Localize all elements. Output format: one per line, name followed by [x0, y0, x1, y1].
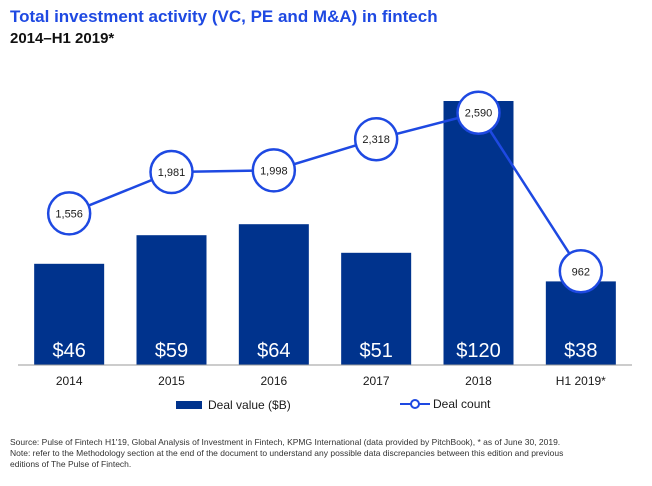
source-line-2: Note: refer to the Methodology section a… — [10, 448, 564, 458]
deal-count-label: 1,556 — [55, 208, 83, 220]
x-tick-label: 2015 — [158, 374, 185, 388]
source-line-1: Source: Pulse of Fintech H1'19, Global A… — [10, 437, 561, 447]
legend-label-deal-value: Deal value ($B) — [208, 398, 291, 412]
bar-value-label: $38 — [564, 340, 597, 362]
x-tick-label: H1 2019* — [556, 374, 606, 388]
legend-label-deal-count: Deal count — [433, 397, 491, 411]
x-tick-label: 2014 — [56, 374, 83, 388]
deal-count-point — [149, 149, 194, 195]
legend-item-deal-value: Deal value ($B) — [176, 398, 291, 412]
bar-2015 — [136, 235, 207, 365]
chart-subtitle: 2014–H1 2019* — [10, 30, 115, 47]
legend-item-deal-count: Deal count — [400, 397, 490, 411]
bar-2018 — [443, 101, 514, 365]
legend-line-swatch — [400, 399, 430, 409]
chart-area: $46 $59 $64 $51 $120 $38 2014 2015 2016 2017 2018… — [18, 90, 632, 388]
source-note: Source: Pulse of Fintech H1'19, Global A… — [10, 437, 642, 470]
x-tick-label: 2018 — [465, 374, 492, 388]
bar-value-label: $64 — [257, 340, 290, 362]
bar-value-label: $46 — [52, 340, 85, 362]
bar-2017 — [341, 252, 412, 365]
deal-count-label: 2,590 — [465, 108, 493, 120]
chart-title: Total investment activity (VC, PE and M&… — [10, 7, 438, 26]
x-tick-label: 2017 — [363, 374, 390, 388]
bar-2016 — [238, 224, 309, 365]
deal-count-point — [353, 116, 399, 162]
deal-count-label: 962 — [572, 266, 590, 278]
deal-count-point — [251, 148, 297, 193]
deal-count-label: 2,318 — [362, 134, 390, 146]
legend-bar-swatch — [176, 401, 202, 409]
deal-count-label: 1,981 — [158, 167, 186, 179]
source-line-3: editions of The Pulse of Fintech. — [10, 459, 132, 469]
deal-count-label: 1,998 — [260, 165, 288, 177]
bar-value-label: $59 — [155, 340, 188, 362]
bar-value-label: $120 — [456, 340, 501, 362]
bar-value-label: $51 — [359, 340, 392, 362]
deal-count-point — [558, 249, 604, 294]
bar-h1-2019 — [545, 281, 616, 365]
bar-2014 — [34, 263, 105, 365]
deal-count-point — [456, 90, 501, 135]
x-tick-label: 2016 — [260, 374, 287, 388]
deal-count-point — [46, 191, 92, 236]
